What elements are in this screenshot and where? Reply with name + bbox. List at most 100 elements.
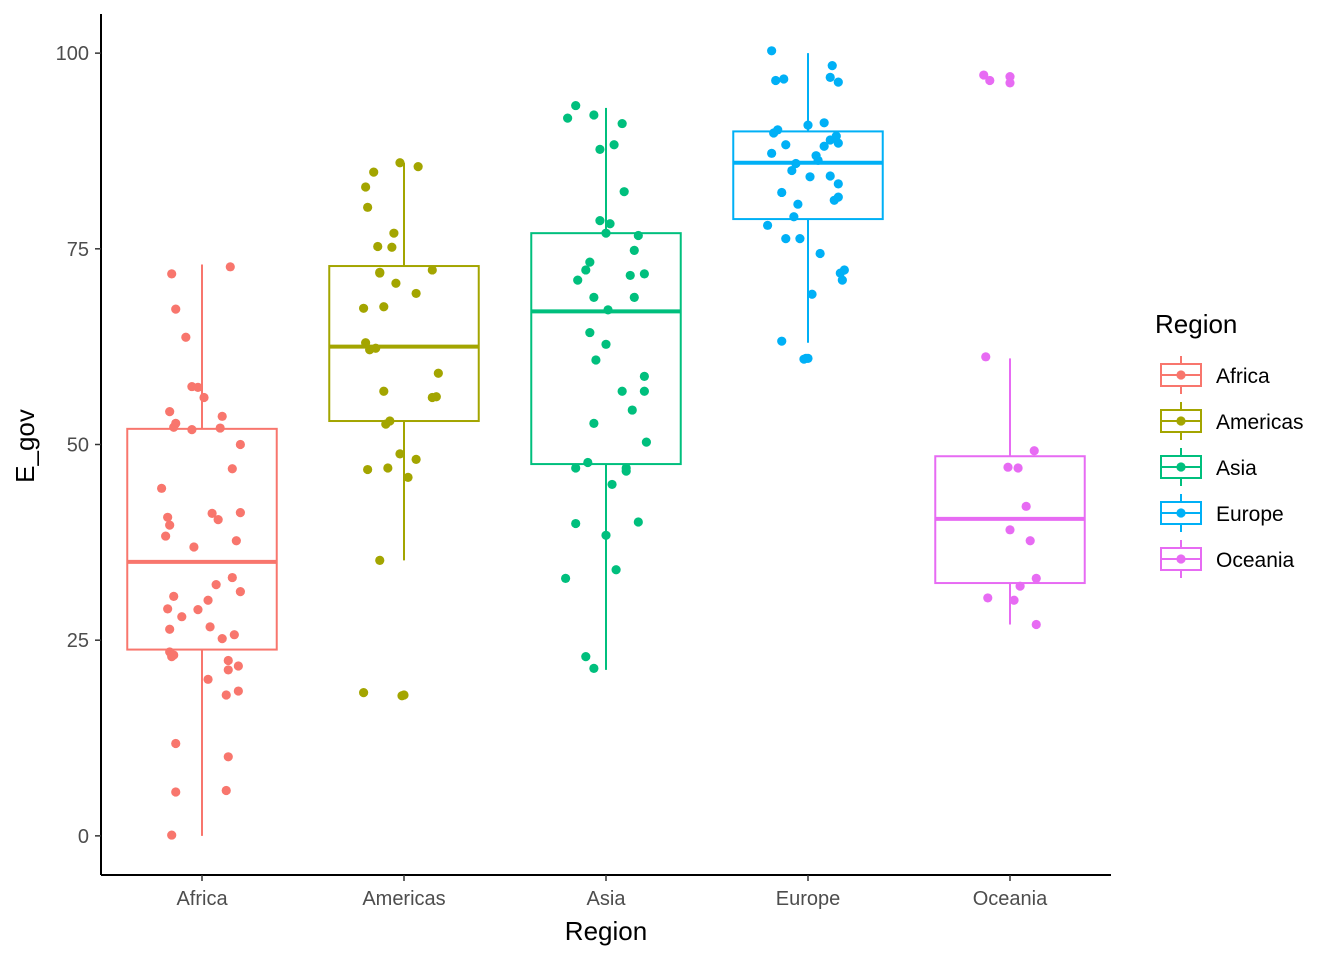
point-africa	[211, 580, 221, 590]
y-tick-label: 25	[67, 630, 89, 652]
point-asia	[639, 269, 649, 279]
y-tick-label: 75	[67, 239, 89, 261]
legend-label: Americas	[1216, 411, 1304, 434]
point-africa	[171, 304, 181, 314]
point-europe	[825, 72, 835, 83]
point-africa	[177, 612, 187, 622]
box-asia	[530, 107, 682, 670]
point-asia	[641, 437, 652, 447]
point-africa	[165, 624, 175, 634]
point-europe	[807, 289, 817, 299]
point-oceania	[1029, 446, 1039, 456]
point-europe	[833, 179, 843, 189]
point-oceania	[985, 75, 995, 86]
point-africa	[229, 630, 239, 640]
point-americas	[381, 419, 391, 429]
legend: Region Africa Americas Asia Europe Oceania	[1155, 309, 1304, 578]
legend-item-americas: Americas	[1160, 402, 1304, 440]
x-axis-title: Region	[565, 916, 647, 946]
point-africa	[167, 830, 177, 840]
x-ticks: Africa Americas Asia Europe Oceania	[176, 875, 1048, 910]
y-tick-label: 50	[67, 435, 89, 457]
point-asia	[583, 457, 593, 468]
point-asia	[627, 405, 637, 415]
point-americas	[361, 338, 371, 348]
point-europe	[833, 77, 843, 87]
point-europe	[819, 118, 829, 128]
point-americas	[395, 158, 405, 168]
point-asia	[589, 663, 599, 673]
point-africa	[235, 439, 245, 450]
point-africa	[187, 381, 197, 392]
point-asia	[601, 339, 611, 349]
point-africa	[161, 531, 171, 541]
point-africa	[223, 752, 233, 762]
point-europe	[771, 75, 781, 86]
point-asia	[589, 292, 599, 302]
point-europe	[805, 172, 815, 182]
legend-item-europe: Europe	[1160, 494, 1284, 532]
point-oceania	[1031, 573, 1041, 583]
points-layer	[157, 46, 1041, 840]
point-americas	[383, 463, 393, 473]
point-oceania	[1031, 619, 1041, 630]
point-europe	[773, 125, 783, 135]
point-asia	[633, 517, 643, 527]
point-asia	[571, 463, 581, 473]
x-tick-label: Oceania	[973, 888, 1048, 910]
box-oceania	[934, 358, 1086, 625]
point-africa	[163, 512, 173, 522]
point-europe	[781, 140, 791, 150]
point-africa	[221, 690, 231, 700]
point-americas	[361, 182, 371, 192]
point-europe	[837, 275, 847, 285]
point-asia	[563, 113, 573, 123]
point-europe	[825, 135, 835, 145]
point-africa	[223, 655, 233, 666]
point-africa	[163, 604, 173, 614]
point-europe	[803, 120, 813, 130]
point-europe	[827, 61, 837, 71]
point-europe	[813, 155, 823, 165]
point-africa	[171, 787, 181, 797]
point-americas	[411, 288, 421, 299]
point-americas	[391, 278, 401, 288]
point-africa	[171, 738, 181, 749]
point-europe	[787, 165, 797, 176]
point-europe	[815, 248, 825, 259]
point-asia	[607, 479, 617, 490]
point-oceania	[1005, 525, 1015, 535]
point-oceania	[1003, 462, 1013, 472]
point-europe	[789, 212, 799, 222]
point-americas	[389, 228, 399, 238]
point-asia	[629, 292, 639, 302]
point-americas	[363, 464, 373, 475]
point-africa	[233, 661, 243, 671]
point-europe	[793, 199, 803, 209]
point-africa	[205, 622, 215, 632]
legend-key-point	[1176, 462, 1186, 472]
point-asia	[581, 265, 591, 275]
point-asia	[601, 228, 611, 238]
box-iqr	[328, 265, 480, 423]
point-americas	[369, 167, 379, 177]
point-africa	[227, 572, 237, 583]
point-africa	[169, 591, 179, 601]
point-europe	[777, 187, 787, 198]
point-europe	[791, 158, 801, 169]
point-asia	[585, 327, 595, 338]
y-ticks: 0 25 50 75 100	[56, 43, 101, 848]
point-africa	[217, 634, 227, 644]
point-oceania	[1013, 463, 1023, 473]
point-asia	[591, 355, 601, 365]
point-asia	[603, 305, 613, 315]
x-tick-label: Africa	[176, 888, 228, 910]
point-africa	[165, 407, 175, 417]
point-asia	[595, 144, 605, 155]
point-americas	[433, 368, 443, 378]
point-europe	[777, 336, 787, 346]
point-americas	[399, 690, 409, 700]
point-africa	[203, 674, 213, 684]
legend-title: Region	[1155, 309, 1237, 339]
point-oceania	[1015, 581, 1025, 591]
